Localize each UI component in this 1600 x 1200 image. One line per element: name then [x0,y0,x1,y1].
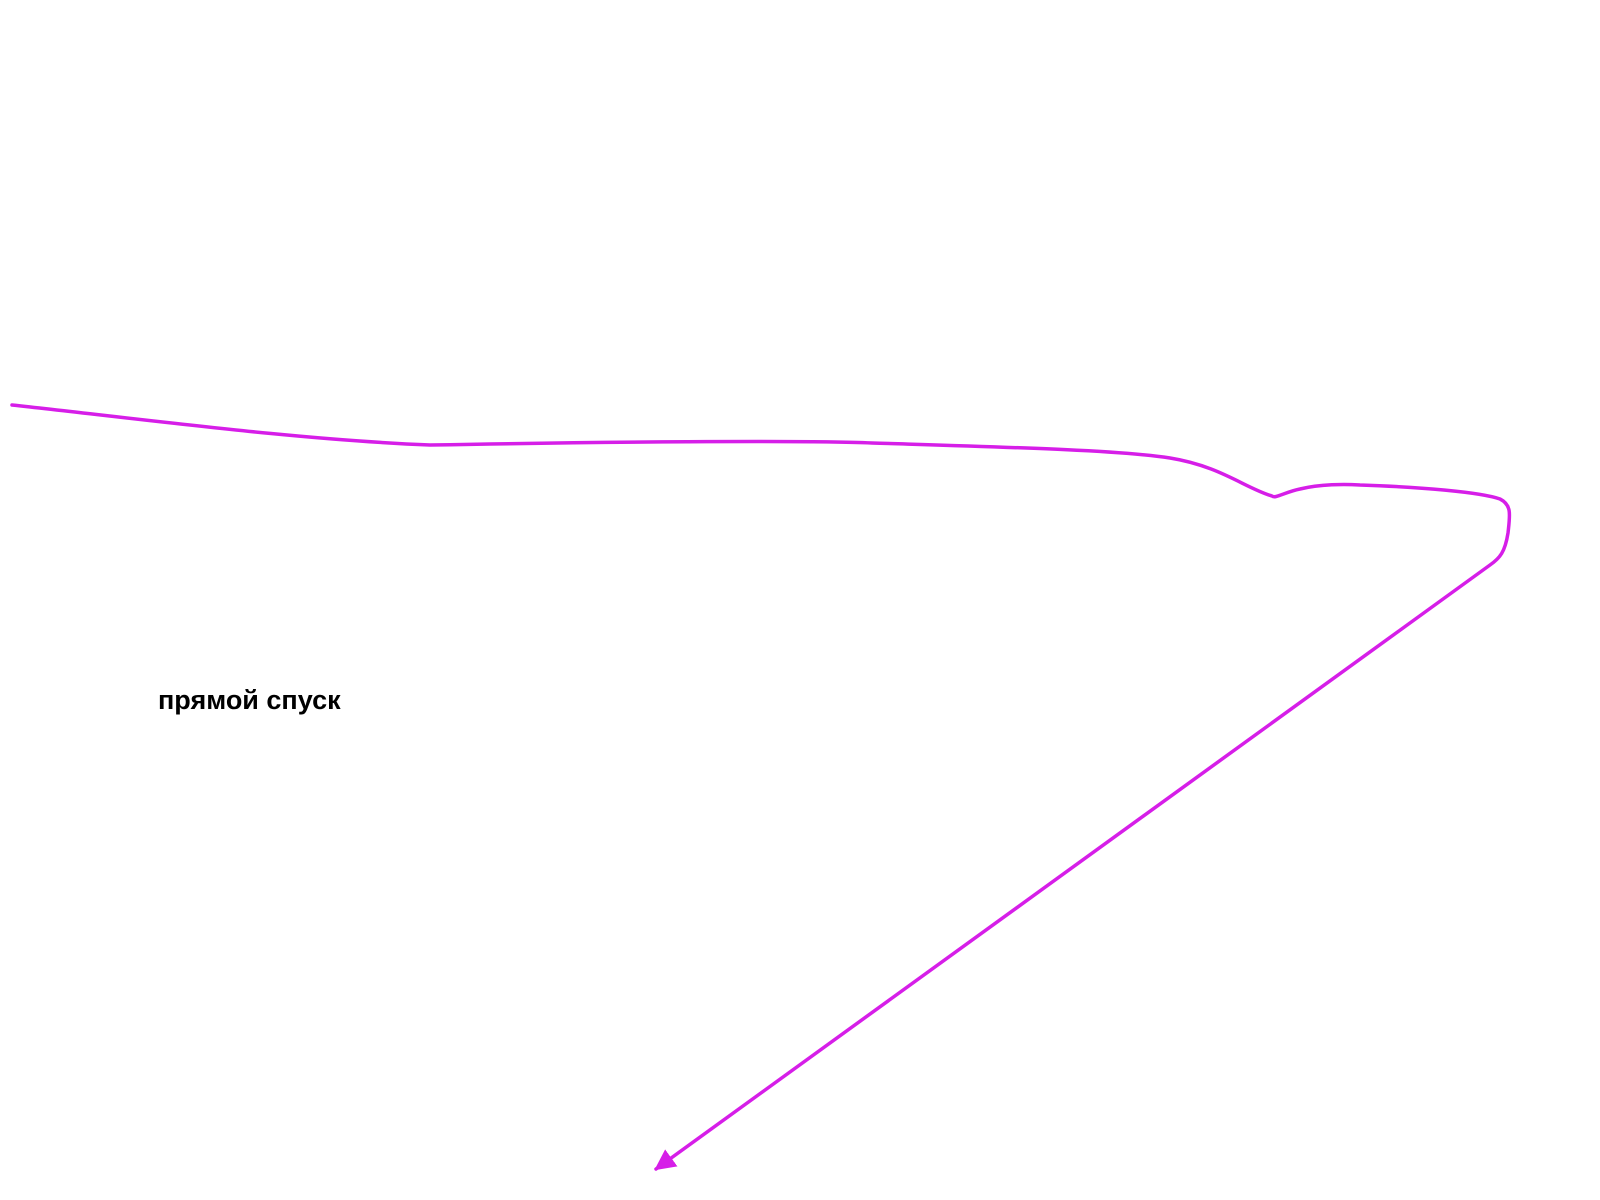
label: прямой спуск [158,685,341,715]
route-path [10,403,1512,1171]
